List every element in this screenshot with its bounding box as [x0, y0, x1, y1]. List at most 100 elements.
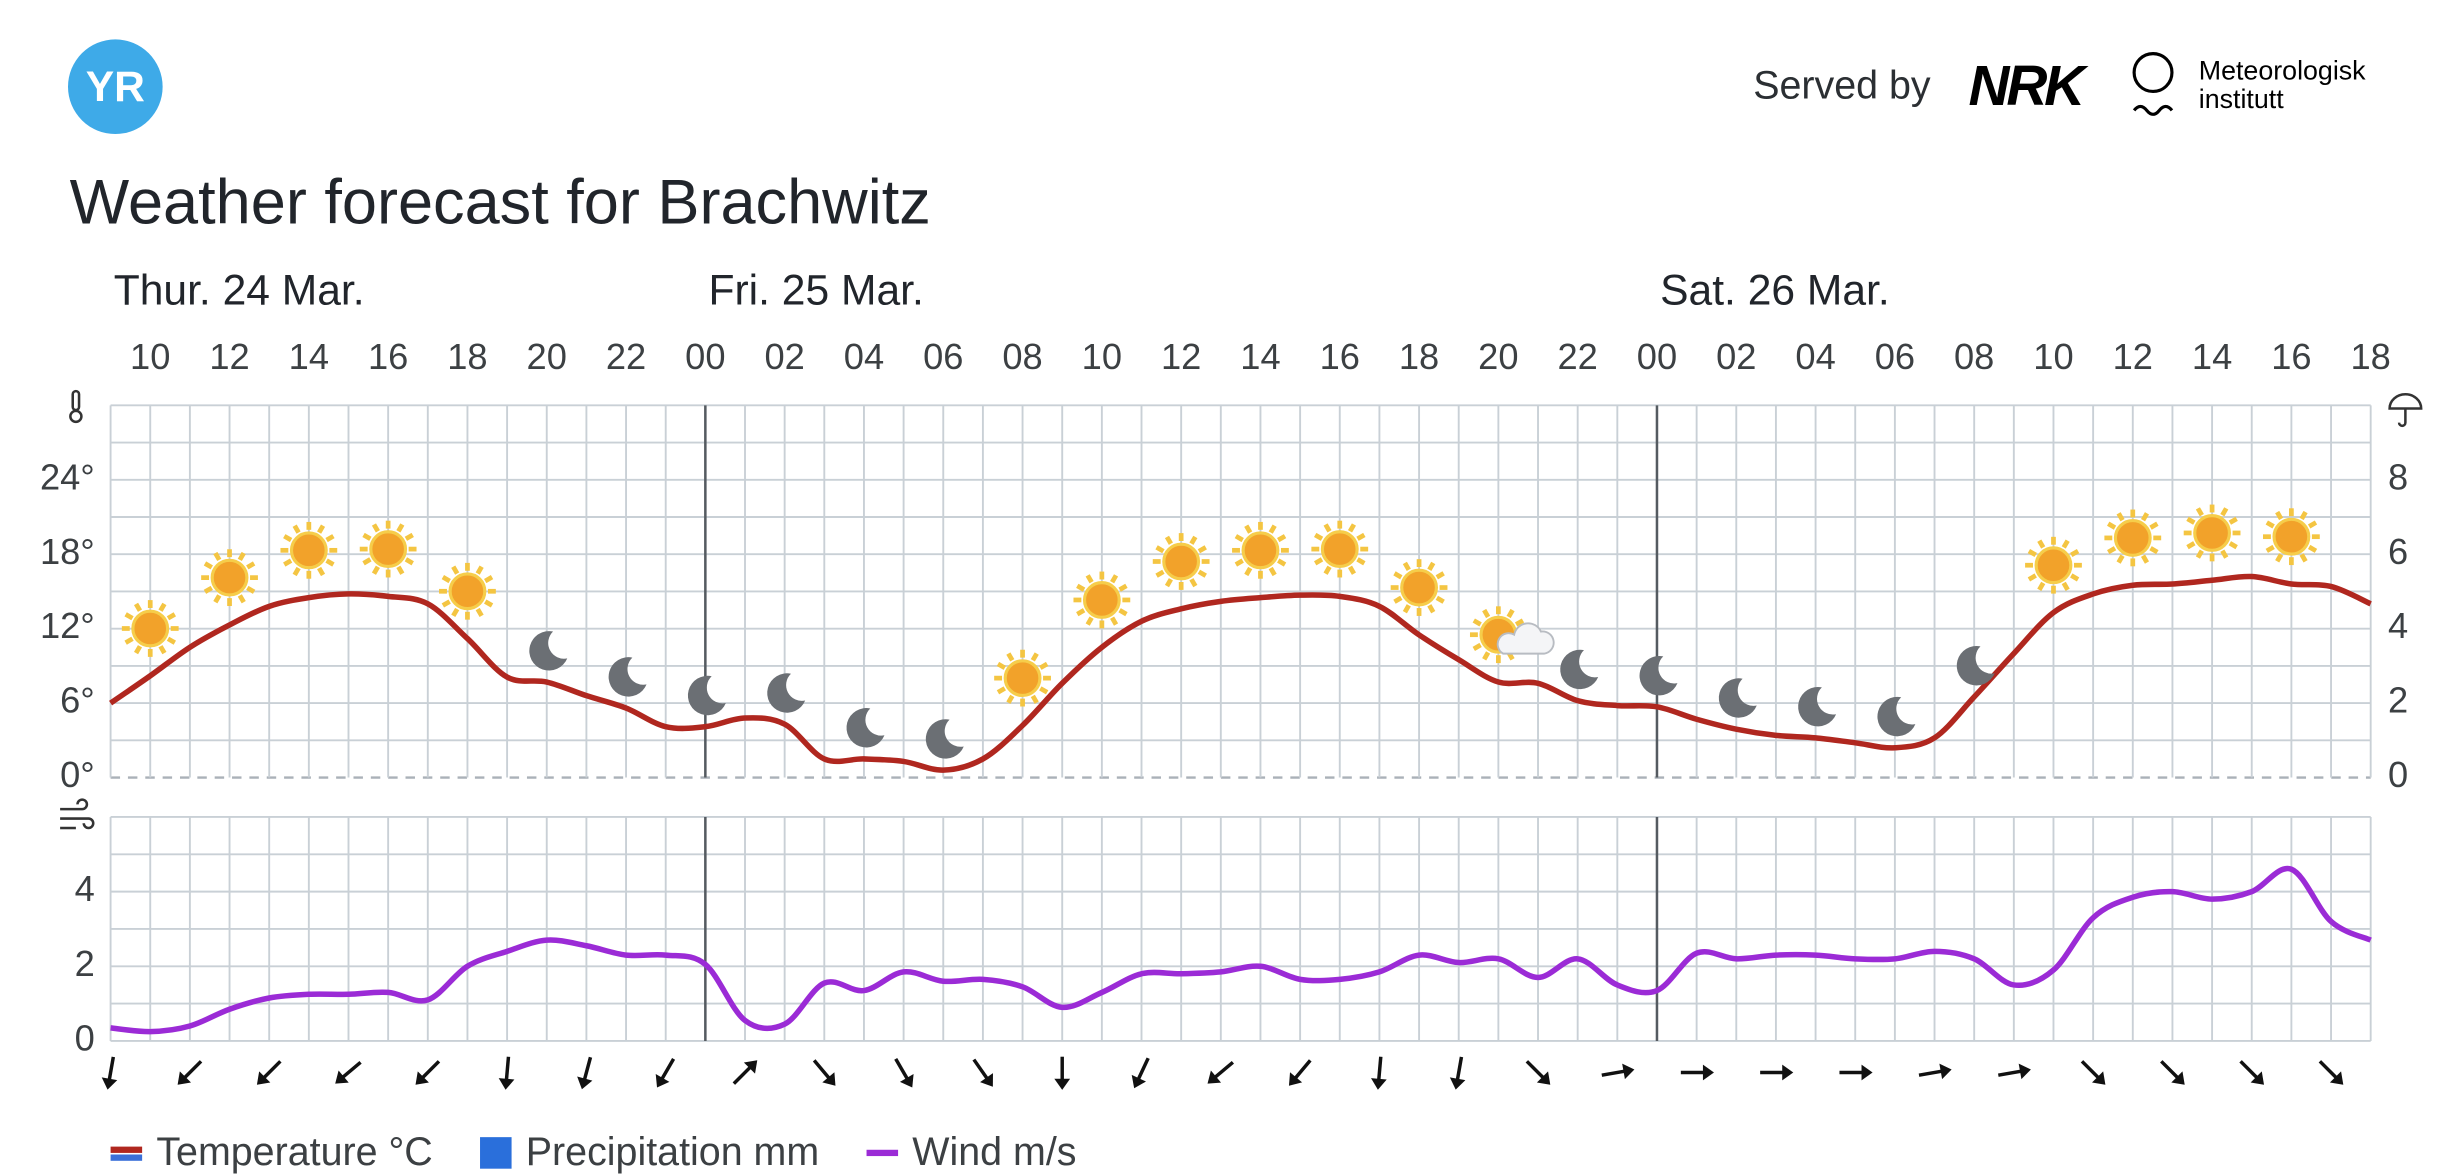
sun-ray — [2116, 554, 2125, 564]
wind-arrow — [1054, 1056, 1071, 1090]
sun-ray — [362, 557, 372, 566]
wind-arrow-head — [1939, 1063, 1952, 1080]
sun-ray — [2275, 553, 2284, 563]
y2-tick-label: 2 — [2388, 680, 2408, 721]
wind-arrow — [2160, 1060, 2185, 1085]
sun-ray — [1356, 532, 1366, 541]
wind-arrow — [335, 1061, 362, 1084]
page-title: Weather forecast for Brachwitz — [70, 167, 931, 237]
sun-ray — [1030, 694, 1039, 704]
sun-disc — [2272, 517, 2311, 556]
wind-arrow — [2318, 1060, 2344, 1085]
sun-ray — [1234, 558, 1244, 567]
x-tick-label: 14 — [1240, 336, 1280, 377]
wind-arrow — [177, 1060, 203, 1085]
wind-arrow-head — [1536, 1071, 1551, 1085]
wind-arrow — [1997, 1063, 2031, 1080]
day-label: Sat. 26 Mar. — [1660, 267, 1890, 315]
weather-icon — [1718, 678, 1757, 718]
x-tick-label: 14 — [2192, 336, 2232, 377]
wind-arrow — [972, 1058, 993, 1087]
wind-arrow-head — [1449, 1077, 1466, 1090]
sun-ray — [1030, 652, 1039, 662]
temperature-line — [109, 573, 2372, 773]
sun-ray — [133, 602, 143, 612]
wind-arrow — [894, 1057, 914, 1088]
sun-ray — [1244, 524, 1253, 534]
wind-arrow — [1371, 1056, 1387, 1090]
wind-arrow — [1680, 1064, 1714, 1081]
sun-ray — [1039, 661, 1049, 670]
sun-ray — [1506, 608, 1515, 619]
wind-arrow-head — [177, 1071, 192, 1085]
sun-ray — [1268, 524, 1277, 534]
sun-ray — [1435, 595, 1445, 604]
sun-ray — [2228, 541, 2238, 550]
x-tick-label: 22 — [1557, 336, 1597, 377]
sun-ray — [1076, 608, 1086, 617]
wind-icon — [60, 798, 95, 830]
x-tick-label: 14 — [289, 336, 329, 377]
sun-ray — [2195, 549, 2204, 559]
sun-ray — [1085, 574, 1094, 584]
moon — [1639, 655, 1678, 696]
sun-ray — [124, 612, 134, 621]
moon — [1877, 696, 1916, 737]
legend-label: Precipitation mm — [526, 1130, 819, 1174]
sun-ray — [2070, 573, 2080, 582]
institute-name: institutt — [2199, 84, 2284, 114]
moon — [767, 673, 806, 713]
sun-ray — [371, 565, 380, 575]
x-tick-label: 06 — [1875, 336, 1915, 377]
weather-icon — [1390, 559, 1448, 616]
x-tick-label: 16 — [2271, 336, 2311, 377]
x-tick-label: 10 — [1082, 336, 1122, 377]
sun-ray — [362, 532, 372, 541]
x-tick-label: 12 — [209, 336, 249, 377]
moon — [846, 708, 885, 748]
sun-ray — [317, 524, 326, 534]
x-tick-label: 02 — [764, 336, 804, 377]
sun-ray — [325, 558, 335, 567]
sun-ray — [237, 594, 246, 604]
weather-icon — [2104, 509, 2162, 567]
served-by: Served by — [1753, 64, 1931, 108]
wind-arrow — [1131, 1057, 1150, 1089]
x-tick-label: 18 — [447, 336, 487, 377]
sun-ray — [133, 645, 143, 655]
sun-ray — [1393, 571, 1403, 580]
legend-label: Temperature °C — [156, 1130, 432, 1174]
sun-ray — [2027, 548, 2037, 558]
sun-disc — [1162, 542, 1201, 581]
weather-icon — [2262, 508, 2320, 566]
sun-ray — [2275, 510, 2284, 521]
sun-ray — [292, 566, 301, 577]
weather-icon — [359, 520, 417, 578]
sun-ray — [2195, 507, 2204, 517]
sun-ray — [213, 594, 222, 604]
sun-ray — [237, 551, 246, 562]
sun-ray — [2307, 544, 2318, 553]
sun-ray — [246, 561, 256, 570]
wind-arrow-head — [2171, 1071, 2185, 1085]
wind-arrow — [1449, 1056, 1466, 1090]
sun-ray — [2307, 520, 2318, 529]
wind-arrow-head — [2329, 1071, 2344, 1085]
sun-ray — [203, 585, 213, 594]
weather-icon — [767, 673, 806, 713]
weather-icon — [1152, 533, 1210, 590]
weather-icon — [280, 521, 338, 579]
sun-ray — [213, 551, 222, 562]
sun-ray — [1313, 557, 1324, 566]
weather-icon — [121, 600, 179, 657]
sun-ray — [158, 602, 167, 612]
sun-ray — [1393, 595, 1403, 604]
sun-ray — [292, 524, 301, 534]
sun-ray — [325, 534, 335, 543]
wind-arrow-head — [335, 1070, 349, 1084]
weather-icon — [1877, 696, 1916, 737]
legend-swatch — [110, 1146, 143, 1153]
sun-ray — [1085, 616, 1094, 626]
wind-arrow — [1601, 1063, 1635, 1080]
